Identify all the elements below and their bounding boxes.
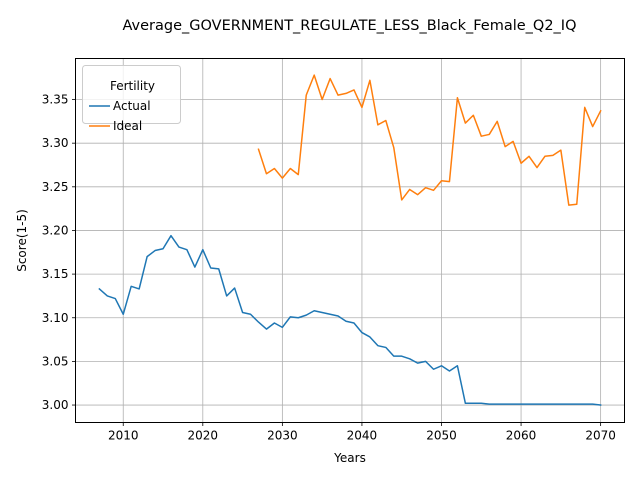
y-axis-ticks: 3.00 3.05 3.10 3.15 3.20 3.25 3.30 3.35 [42,93,76,412]
legend: Fertility Actual Ideal [82,65,181,133]
y-tick-label: 3.00 [42,398,69,412]
y-axis-label: Score(1-5) [15,209,29,272]
x-tick-label: 2070 [585,429,616,443]
x-tick-label: 2010 [108,429,139,443]
series-line-ideal [257,74,602,206]
x-axis-ticks: 2010 2020 2030 2040 2050 2060 2070 [108,422,616,443]
y-tick-label: 3.15 [42,267,69,281]
legend-title: Fertility [110,79,155,93]
y-tick-label: 3.25 [42,180,69,194]
legend-label-ideal: Ideal [113,119,142,133]
y-tick-label: 3.05 [42,354,69,368]
series-line-actual [98,234,602,406]
series-layer [98,74,602,406]
legend-box [82,65,181,124]
chart-title: Average_GOVERNMENT_REGULATE_LESS_Black_F… [122,18,576,34]
y-tick-label: 3.30 [42,136,69,150]
x-tick-label: 2020 [188,429,219,443]
y-tick-label: 3.35 [42,93,69,107]
x-tick-label: 2050 [426,429,457,443]
plot-frame [75,58,625,423]
y-tick-label: 3.20 [42,223,69,237]
legend-label-actual: Actual [113,99,151,113]
x-axis-label: Years [333,451,366,465]
y-tick-label: 3.10 [42,311,69,325]
x-tick-label: 2040 [347,429,378,443]
x-tick-label: 2060 [506,429,537,443]
x-tick-label: 2030 [267,429,298,443]
grid [75,58,625,423]
